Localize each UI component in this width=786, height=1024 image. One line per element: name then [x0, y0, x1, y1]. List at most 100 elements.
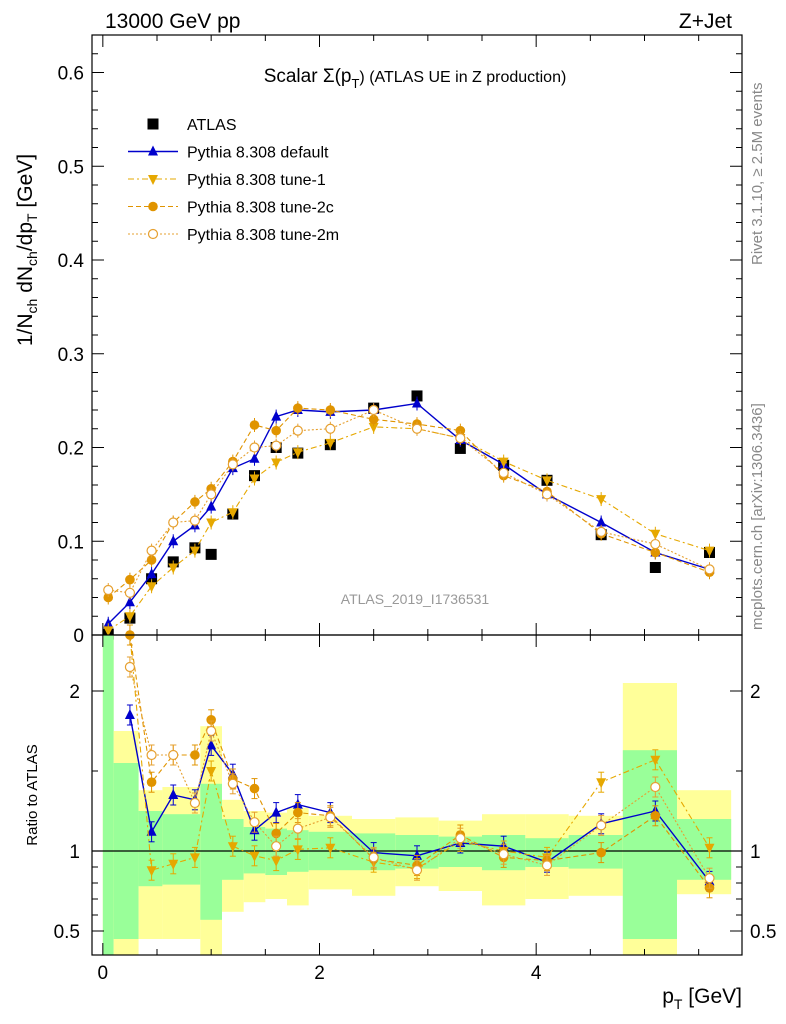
data-point — [541, 489, 553, 500]
data-point — [146, 545, 157, 556]
ytick-label: 0 — [73, 626, 84, 647]
ratio-point — [498, 849, 509, 860]
legend-marker — [148, 175, 158, 185]
ratio-point — [650, 781, 661, 793]
data-point — [455, 425, 466, 436]
data-point — [103, 617, 114, 628]
legend-marker — [147, 118, 159, 130]
ratio-point — [124, 709, 135, 719]
ratio-point — [411, 865, 423, 876]
data-point — [190, 497, 200, 507]
ratio-point — [190, 750, 200, 760]
data-point — [596, 495, 607, 506]
ratio-point — [596, 778, 607, 789]
ratio-frame — [91, 634, 743, 956]
legend-label: ATLAS — [187, 117, 237, 134]
ratio-point — [541, 860, 553, 871]
ytick-label: 0.4 — [58, 251, 85, 272]
ratio-point — [412, 849, 422, 860]
data-point — [249, 474, 260, 485]
data-point — [498, 457, 509, 468]
data-point — [227, 508, 238, 519]
ratio-point — [704, 873, 715, 884]
data-point — [249, 442, 260, 453]
ratio-point — [206, 767, 217, 777]
xtick-label: 2 — [314, 963, 325, 984]
xtick-label: 4 — [531, 963, 542, 984]
ratio-point — [368, 852, 379, 863]
band-green — [138, 811, 163, 887]
ratio-point — [168, 789, 179, 799]
ratio-point — [271, 856, 282, 867]
analysis-watermark: ATLAS_2019_I1736531 — [341, 591, 490, 607]
band-green — [568, 835, 623, 869]
ratio-point — [650, 755, 661, 766]
ratio-point — [325, 843, 336, 854]
band-green — [200, 783, 222, 920]
data-point — [124, 612, 135, 623]
series-pythia-8-308-tune-2m — [103, 403, 715, 600]
data-point — [168, 517, 179, 528]
ratio-point — [168, 749, 179, 761]
ratio-line — [129, 714, 711, 882]
ratio-ytick-label: 0.5 — [54, 922, 80, 943]
data-point — [146, 582, 157, 593]
ratio-axis-ticks: 0 2 4 0.5 0.5 1 1 2 2 — [54, 635, 776, 984]
legend-label: Pythia 8.308 tune-2m — [187, 227, 339, 244]
xtick-label: 0 — [98, 963, 109, 984]
data-point — [103, 626, 114, 637]
data-point — [650, 538, 661, 550]
data-point — [271, 410, 282, 421]
ratio-ytick-label: 2 — [69, 682, 80, 703]
mcplots-note: mcplots.cern.ch [arXiv:1306.3436] — [749, 403, 766, 630]
ratio-point — [124, 661, 136, 673]
data-point — [125, 574, 135, 585]
ratio-panel: 0 2 4 0.5 0.5 1 1 2 2 Ratio to ATLAS pT [GeV] — [24, 624, 776, 1012]
main-ylabel: 1/Nch dNch/dpT [GeV] — [14, 154, 40, 346]
band-green — [622, 750, 677, 939]
ratio-point — [146, 749, 157, 761]
data-point — [650, 547, 661, 558]
data-point — [249, 452, 260, 463]
data-point — [411, 390, 423, 402]
legend-marker — [147, 228, 159, 240]
ratio-point — [146, 825, 157, 836]
data-point — [650, 529, 661, 540]
legend-label: Pythia 8.308 tune-1 — [187, 172, 326, 189]
legend: ATLAS Pythia 8.308 default Pythia 8.308 tu… — [128, 117, 339, 244]
data-point — [454, 442, 466, 454]
data-point — [271, 440, 282, 451]
ratio-line — [129, 666, 710, 879]
data-point — [227, 459, 238, 470]
header-left: 13000 GeV pp — [105, 10, 240, 33]
ratio-point — [227, 842, 238, 853]
data-point — [292, 448, 303, 459]
ratio-ytick-label-right: 1 — [750, 842, 761, 863]
data-point — [271, 458, 282, 469]
ratio-point — [650, 811, 661, 821]
data-point — [206, 489, 217, 500]
ratio-line — [129, 634, 710, 871]
ratio-point — [596, 847, 606, 858]
data-point — [124, 596, 135, 607]
data-point — [704, 564, 715, 575]
data-point — [103, 592, 114, 603]
legend-item: Pythia 8.308 default — [128, 145, 329, 162]
legend-marker — [148, 201, 158, 212]
data-point — [596, 516, 607, 527]
ratio-point — [206, 739, 217, 750]
ratio-ytick-label-right: 2 — [750, 682, 761, 703]
data-point — [412, 397, 422, 408]
ratio-point — [292, 845, 303, 856]
ratio-series-pythia-8-308-tune-2m — [124, 656, 715, 889]
legend-item: Pythia 8.308 tune-2c — [128, 200, 334, 217]
ytick-label: 0.1 — [58, 532, 84, 553]
ratio-point — [249, 817, 260, 828]
legend-label: Pythia 8.308 tune-2c — [187, 200, 334, 217]
data-point — [542, 476, 552, 487]
ytick-label: 0.5 — [58, 157, 84, 178]
ratio-point — [325, 812, 336, 823]
ratio-uncertainty-bands — [102, 635, 732, 955]
legend-marker — [148, 145, 158, 156]
ytick-label: 0.2 — [58, 439, 84, 460]
